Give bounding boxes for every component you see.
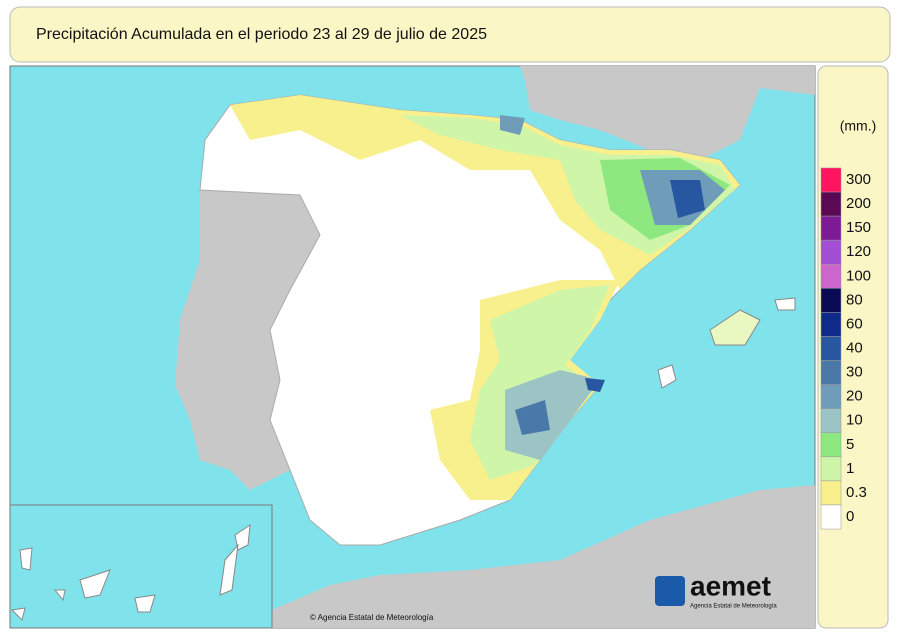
france (520, 66, 815, 160)
legend-label: 20 (846, 388, 863, 405)
map: © Agencia Estatal de Meteorología aemet … (9, 65, 816, 629)
ibiza (657, 364, 677, 389)
legend-swatch (820, 336, 842, 361)
legend-label: 1 (846, 460, 854, 477)
portugal (175, 190, 320, 490)
logo-name: aemet (690, 570, 771, 601)
legend-label: 30 (846, 364, 863, 381)
legend-label: 40 (846, 339, 863, 356)
legend-label: 80 (846, 291, 863, 308)
legend-label: 120 (846, 243, 871, 260)
canary-islands (10, 523, 251, 621)
legend-swatch (820, 312, 842, 337)
legend-swatch (820, 215, 842, 241)
legend-swatch (820, 167, 842, 193)
logo: aemet Agencia Estatal de Meteorología (655, 570, 777, 610)
legend-label: 0 (846, 508, 854, 525)
title-box (9, 6, 891, 63)
legend-label: 5 (846, 436, 854, 453)
precip-areas (230, 95, 740, 500)
legend-label: 200 (846, 195, 871, 212)
legend-swatch (820, 264, 842, 289)
legend-swatch (820, 408, 842, 433)
precip-area (670, 180, 705, 218)
legend-swatch (820, 456, 842, 482)
precip-area (505, 370, 600, 460)
credit: © Agencia Estatal de Meteorología (310, 613, 434, 622)
legend-label: 10 (846, 412, 863, 429)
legend-swatch (820, 239, 842, 265)
legend-swatch (820, 191, 842, 217)
legend-swatch (820, 360, 842, 385)
legend-swatch (820, 432, 842, 458)
legend-swatch (820, 384, 842, 409)
precip-area (500, 115, 525, 135)
legend-label: 300 (846, 171, 871, 188)
legend-unit: (mm.) (840, 118, 877, 134)
legend-label: 60 (846, 315, 863, 332)
precip-area (230, 95, 740, 290)
precip-area (585, 378, 605, 392)
title: Precipitación Acumulada en el periodo 23… (36, 26, 487, 43)
legend-label: 0.3 (846, 484, 867, 501)
precip-area (515, 400, 550, 435)
menorca (774, 297, 796, 311)
legend-label: 150 (846, 219, 871, 236)
mallorca (709, 309, 761, 346)
logo-subtitle: Agencia Estatal de Meteorología (690, 604, 777, 610)
legend-swatch (820, 288, 842, 313)
legend: 300 200 150 120 100 80 60 40 30 20 10 5 1 0.3 0 (820, 167, 871, 530)
logo-mark (655, 576, 685, 606)
legend-swatch (820, 504, 842, 530)
legend-label: 100 (846, 267, 871, 284)
legend-swatch (820, 480, 842, 506)
